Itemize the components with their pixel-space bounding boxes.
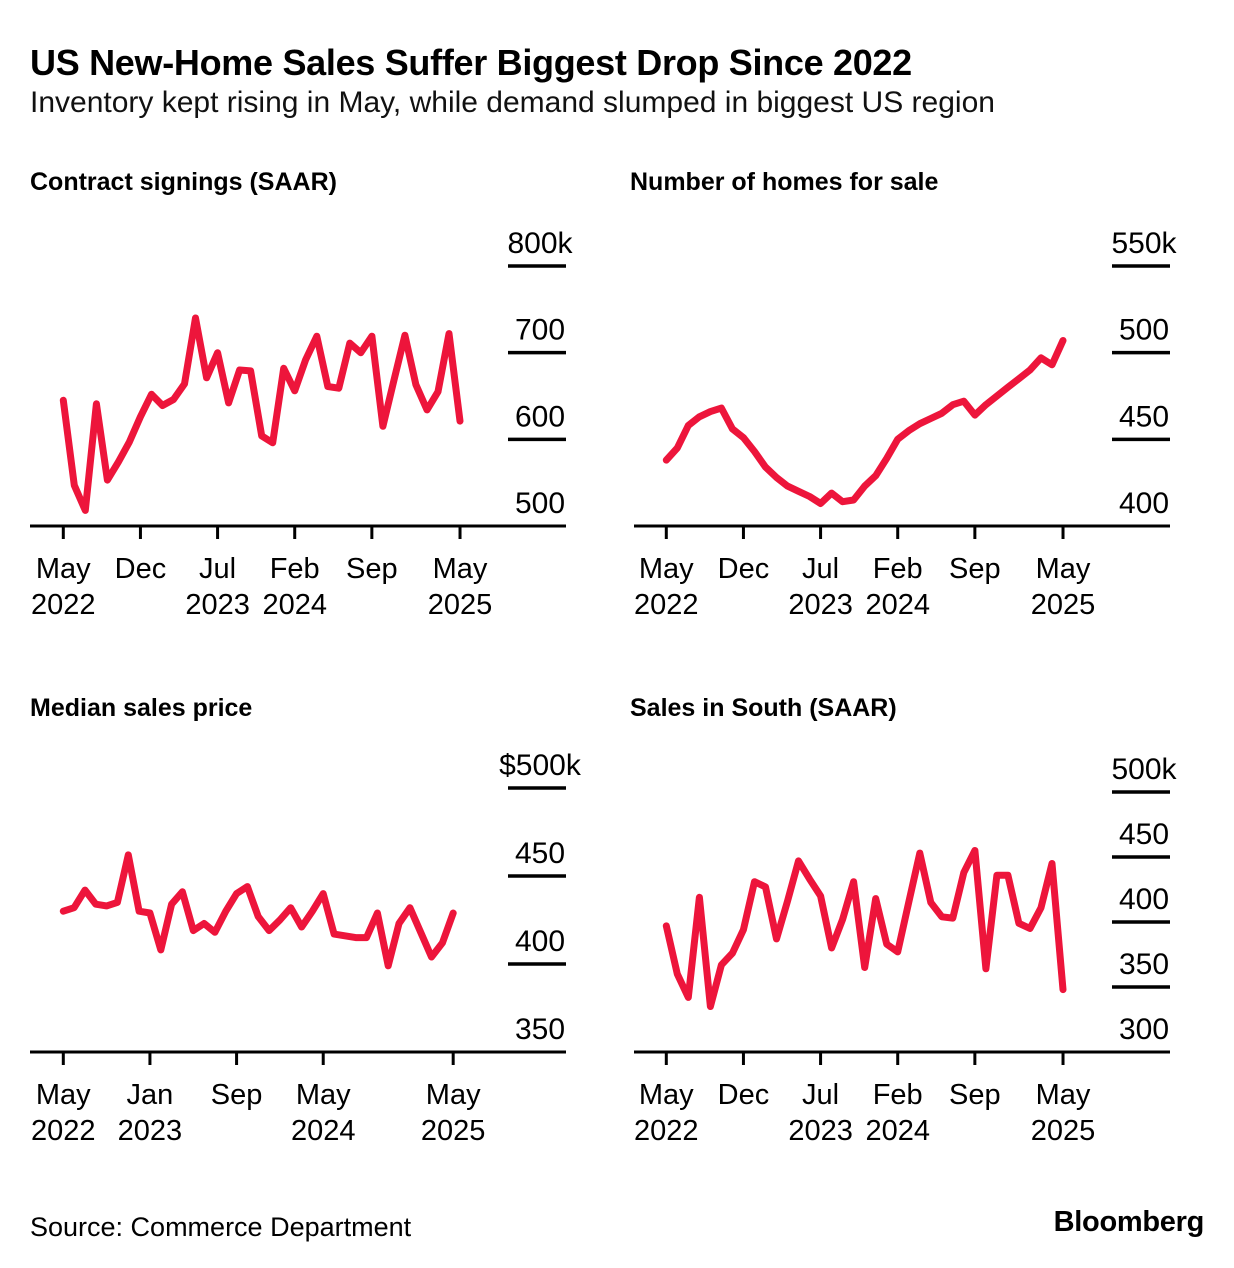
- svg-text:Feb: Feb: [873, 553, 923, 585]
- svg-text:Sep: Sep: [211, 1079, 263, 1111]
- svg-text:May: May: [1036, 1079, 1091, 1111]
- svg-text:Feb: Feb: [873, 1079, 923, 1111]
- page-title: US New-Home Sales Suffer Biggest Drop Si…: [30, 42, 912, 83]
- bloomberg-logo: Bloomberg: [1053, 1206, 1205, 1238]
- svg-text:2024: 2024: [865, 589, 930, 621]
- svg-text:2024: 2024: [291, 1115, 356, 1147]
- svg-text:$500k: $500k: [499, 749, 582, 782]
- panel-heading-homes-for-sale: Number of homes for sale: [630, 168, 939, 196]
- svg-text:2025: 2025: [1031, 589, 1096, 621]
- svg-text:2025: 2025: [1031, 1115, 1096, 1147]
- svg-text:May: May: [426, 1079, 481, 1111]
- svg-text:400: 400: [1119, 487, 1169, 520]
- svg-text:2022: 2022: [634, 1115, 699, 1147]
- svg-text:May: May: [1036, 553, 1091, 585]
- svg-text:Jul: Jul: [802, 553, 839, 585]
- svg-text:500: 500: [515, 487, 565, 520]
- svg-text:May: May: [433, 553, 488, 585]
- svg-text:2024: 2024: [262, 589, 327, 621]
- page-subtitle: Inventory kept rising in May, while dema…: [30, 86, 995, 119]
- svg-text:Dec: Dec: [115, 553, 167, 585]
- svg-text:Sep: Sep: [949, 1079, 1001, 1111]
- svg-text:Dec: Dec: [718, 553, 770, 585]
- svg-text:Jan: Jan: [127, 1079, 174, 1111]
- svg-text:Sep: Sep: [949, 553, 1001, 585]
- svg-text:Sep: Sep: [346, 553, 398, 585]
- svg-text:2022: 2022: [31, 589, 96, 621]
- svg-text:May: May: [36, 553, 91, 585]
- svg-text:Jul: Jul: [802, 1079, 839, 1111]
- svg-text:2025: 2025: [421, 1115, 486, 1147]
- svg-text:2022: 2022: [634, 589, 699, 621]
- svg-text:2023: 2023: [788, 589, 853, 621]
- svg-text:2023: 2023: [185, 589, 250, 621]
- svg-text:Dec: Dec: [718, 1079, 770, 1111]
- svg-text:Jul: Jul: [199, 553, 236, 585]
- svg-text:300: 300: [1119, 1013, 1169, 1046]
- svg-text:600: 600: [515, 400, 565, 433]
- panel-heading-contract-signings: Contract signings (SAAR): [30, 168, 337, 196]
- svg-text:400: 400: [515, 925, 565, 958]
- svg-text:2022: 2022: [31, 1115, 96, 1147]
- panel-heading-median-price: Median sales price: [30, 694, 253, 722]
- svg-text:2025: 2025: [428, 589, 493, 621]
- svg-text:2024: 2024: [865, 1115, 930, 1147]
- svg-text:500k: 500k: [1111, 753, 1177, 786]
- svg-text:2023: 2023: [118, 1115, 183, 1147]
- svg-text:May: May: [296, 1079, 351, 1111]
- svg-text:May: May: [36, 1079, 91, 1111]
- source-credit: Source: Commerce Department: [30, 1212, 412, 1242]
- svg-text:2023: 2023: [788, 1115, 853, 1147]
- panel-heading-sales-south: Sales in South (SAAR): [630, 694, 897, 722]
- svg-text:350: 350: [515, 1013, 565, 1046]
- svg-text:550k: 550k: [1111, 227, 1177, 260]
- svg-text:350: 350: [1119, 948, 1169, 981]
- svg-text:May: May: [639, 553, 694, 585]
- svg-text:800k: 800k: [507, 227, 573, 260]
- svg-text:Feb: Feb: [270, 553, 320, 585]
- svg-text:450: 450: [1119, 818, 1169, 851]
- svg-text:500: 500: [1119, 314, 1169, 347]
- svg-text:450: 450: [515, 837, 565, 870]
- svg-text:May: May: [639, 1079, 694, 1111]
- svg-text:700: 700: [515, 314, 565, 347]
- svg-text:450: 450: [1119, 400, 1169, 433]
- svg-text:400: 400: [1119, 883, 1169, 916]
